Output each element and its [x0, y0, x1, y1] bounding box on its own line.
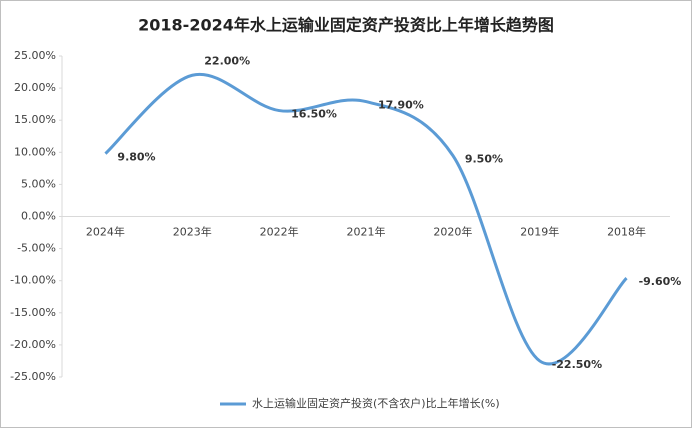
data-label: 22.00% — [204, 54, 250, 67]
x-tick-label: 2020年 — [433, 225, 472, 239]
chart-title: 2018-2024年水上运输业固定资产投资比上年增长趋势图 — [138, 16, 554, 35]
data-label: -22.50% — [552, 358, 602, 371]
y-tick-label: -5.00% — [17, 242, 56, 255]
x-tick-label: 2018年 — [607, 225, 646, 239]
y-tick-label: 10.00% — [14, 145, 56, 158]
series-line — [104, 72, 628, 366]
x-tick-label: 2023年 — [173, 225, 212, 239]
y-tick-label: -10.00% — [10, 274, 56, 287]
y-tick-label: 25.00% — [14, 49, 56, 62]
y-tick-label: -25.00% — [10, 370, 56, 383]
y-tick-label: 0.00% — [21, 210, 56, 223]
y-tick-label: 15.00% — [14, 113, 56, 126]
x-tick-label: 2024年 — [86, 225, 125, 239]
legend-label: 水上运输业固定资产投资(不含农户)比上年增长(%) — [252, 396, 500, 410]
x-tick-label: 2021年 — [347, 225, 386, 239]
data-label: 9.80% — [117, 151, 155, 164]
y-tick-label: -20.00% — [10, 338, 56, 351]
y-tick-label: -15.00% — [10, 306, 56, 319]
data-label: -9.60% — [639, 275, 682, 288]
data-label: 9.50% — [465, 153, 503, 166]
y-tick-label: 5.00% — [21, 177, 56, 190]
x-tick-label: 2019年 — [520, 225, 559, 239]
data-label: 17.90% — [378, 99, 424, 112]
data-label: 16.50% — [291, 108, 337, 121]
x-tick-label: 2022年 — [260, 225, 299, 239]
y-tick-label: 20.00% — [14, 81, 56, 94]
